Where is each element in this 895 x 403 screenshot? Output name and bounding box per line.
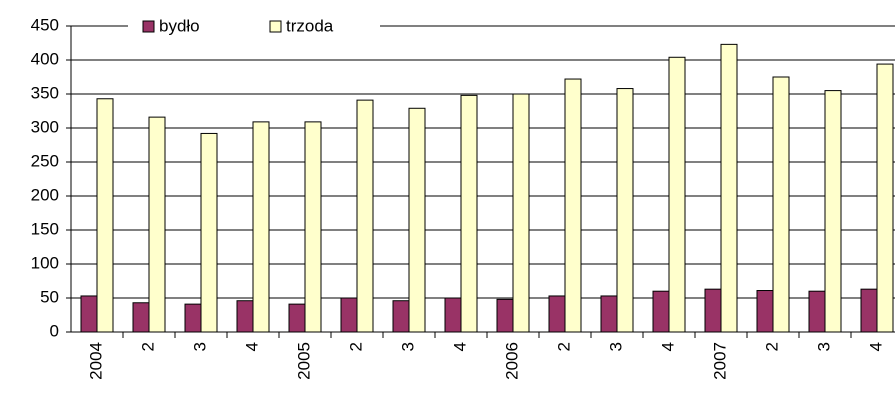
bar [548, 295, 566, 333]
bar [600, 295, 618, 333]
legend-label: trzoda [286, 16, 334, 35]
bar [132, 302, 150, 333]
y-tick-label: 400 [31, 49, 59, 68]
bar [860, 288, 878, 333]
y-tick-label: 200 [31, 185, 59, 204]
bar [824, 90, 842, 333]
bar [808, 290, 826, 333]
bar [756, 290, 774, 333]
y-tick-label: 50 [40, 287, 59, 306]
bar [148, 116, 166, 333]
bar [876, 63, 894, 333]
bar [616, 88, 634, 333]
bar [460, 94, 478, 333]
x-tick-label: 2 [554, 342, 573, 351]
bar [704, 288, 722, 333]
legend-label: bydło [159, 16, 200, 35]
bar [252, 121, 270, 333]
bar [356, 99, 374, 333]
bar [96, 98, 114, 333]
x-tick-label: 4 [658, 342, 677, 351]
x-tick-label: 2005 [294, 342, 313, 380]
bar [720, 43, 738, 333]
y-tick-label: 450 [31, 15, 59, 34]
bar [340, 297, 358, 333]
bar [772, 76, 790, 333]
x-tick-label: 2 [346, 342, 365, 351]
y-tick-label: 0 [50, 321, 59, 340]
legend: bydło trzoda [128, 12, 380, 42]
x-tick-label: 4 [450, 342, 469, 351]
x-tick-label: 2007 [710, 342, 729, 380]
bar [444, 297, 462, 333]
x-tick-label: 2004 [86, 342, 105, 380]
legend-swatch [269, 20, 282, 33]
bar [200, 132, 218, 333]
bar [288, 303, 306, 333]
bar [184, 303, 202, 333]
bar [304, 121, 322, 333]
legend-swatch [142, 20, 155, 33]
bar [408, 107, 426, 333]
bar [80, 295, 98, 333]
legend-box [128, 12, 380, 42]
y-tick-label: 100 [31, 253, 59, 272]
y-tick-label: 350 [31, 83, 59, 102]
x-tick-label: 2006 [502, 342, 521, 380]
x-tick-label: 3 [606, 342, 625, 351]
y-tick-label: 150 [31, 219, 59, 238]
y-tick-label: 250 [31, 151, 59, 170]
x-tick-label: 3 [398, 342, 417, 351]
x-tick-label: 4 [866, 342, 885, 351]
x-tick-label: 3 [190, 342, 209, 351]
bar [652, 290, 670, 333]
bar [392, 300, 410, 333]
bar [564, 78, 582, 333]
bar [512, 93, 530, 333]
bar [496, 298, 514, 333]
bar [668, 56, 686, 333]
x-tick-label: 4 [242, 342, 261, 351]
x-tick-label: 3 [814, 342, 833, 351]
bar [236, 300, 254, 333]
y-tick-label: 300 [31, 117, 59, 136]
x-tick-label: 2 [762, 342, 781, 351]
x-tick-label: 2 [138, 342, 157, 351]
